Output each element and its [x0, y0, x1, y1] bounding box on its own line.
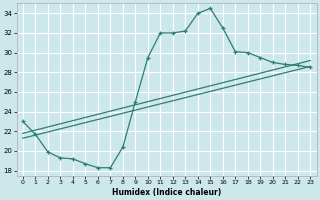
X-axis label: Humidex (Indice chaleur): Humidex (Indice chaleur) [112, 188, 221, 197]
